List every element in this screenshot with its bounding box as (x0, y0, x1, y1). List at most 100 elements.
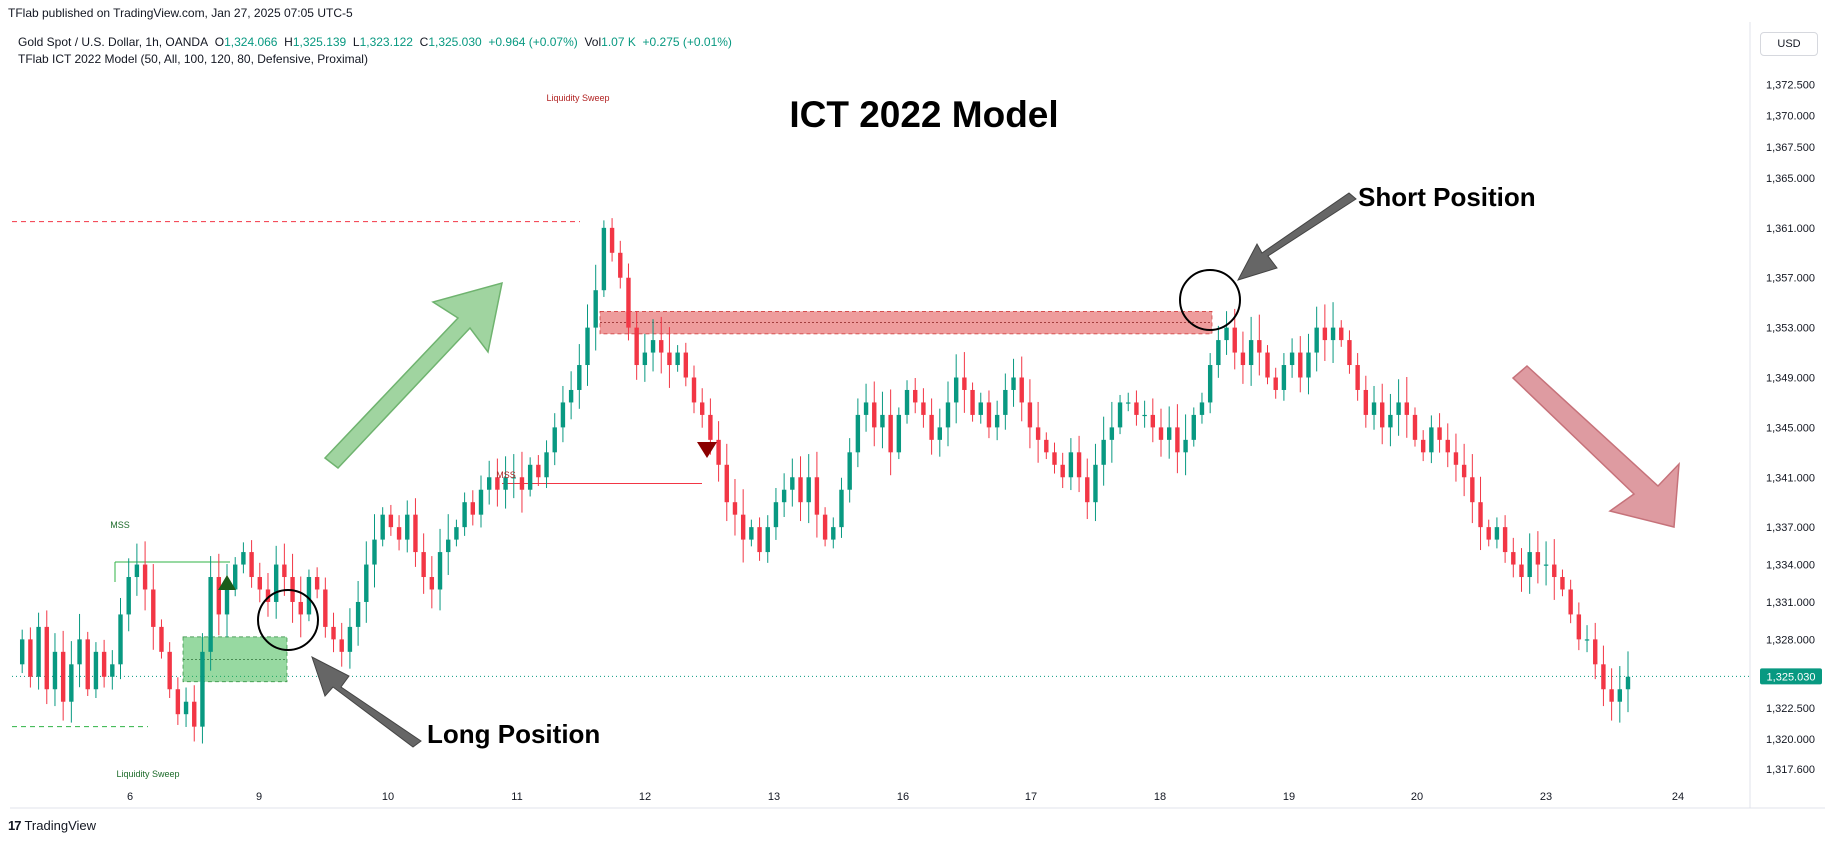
candle-body (1560, 577, 1565, 590)
candle-body (1388, 414, 1393, 428)
candle-body (290, 577, 295, 602)
candle (1371, 385, 1377, 430)
symbol-name[interactable]: Gold Spot / U.S. Dollar, 1h, OANDA (18, 35, 209, 49)
candle-body (282, 564, 287, 578)
y-tick-label: 1,367.500 (1766, 142, 1815, 154)
candle-body (1420, 439, 1426, 453)
candle-body (1257, 340, 1262, 353)
candle-body (552, 427, 557, 453)
candle-body (1617, 689, 1623, 702)
candle (986, 390, 992, 439)
candle (314, 567, 320, 599)
candle (1035, 401, 1041, 463)
candle (609, 218, 615, 262)
candle-body (937, 427, 942, 440)
candle-body (1355, 365, 1360, 390)
candle (241, 542, 246, 574)
candle (1240, 331, 1246, 384)
candle-body (1306, 352, 1311, 378)
candle-body (192, 701, 197, 727)
candle-body (1044, 439, 1049, 453)
indicator-label[interactable]: TFlab ICT 2022 Model (50, All, 100, 120,… (18, 52, 368, 66)
candle (446, 514, 451, 575)
candle-body (1224, 327, 1229, 341)
candle-body (478, 489, 484, 515)
candle-body (683, 352, 689, 378)
candle-body (1584, 639, 1590, 641)
candle-body (265, 589, 271, 602)
candle-body (618, 252, 623, 278)
candle (716, 421, 721, 482)
candle (486, 460, 492, 505)
candle (585, 304, 590, 386)
candle (1445, 423, 1450, 468)
candle (1150, 398, 1156, 443)
candle (380, 507, 385, 547)
candle-body (888, 414, 893, 453)
candle-body (1322, 327, 1328, 341)
candle (773, 487, 779, 540)
candle (781, 473, 787, 518)
candle (929, 398, 934, 455)
candle (962, 352, 967, 413)
candle-body (462, 502, 467, 528)
candle (1134, 390, 1139, 426)
candle (1314, 306, 1319, 372)
candle (732, 479, 738, 536)
x-tick-label: 9 (256, 791, 262, 803)
price-axis[interactable]: 1,372.500 1,370.000 1,367.500 1,365.000 1,36… (1760, 79, 1822, 776)
candle (511, 454, 516, 499)
candle (1076, 435, 1082, 493)
footer[interactable]: 17 TradingView (8, 818, 96, 833)
candle (913, 377, 918, 414)
x-tick-label: 11 (511, 791, 522, 803)
candle (224, 564, 230, 638)
candle-body (1486, 527, 1491, 540)
candle (1052, 442, 1057, 474)
candle (831, 517, 836, 549)
candle (634, 311, 639, 380)
candle (93, 642, 99, 699)
chart-legend: Gold Spot / U.S. Dollar, 1h, OANDA O1,32… (18, 34, 732, 68)
time-axis[interactable]: 6 9 10 11 12 13 16 17 18 19 20 23 24 (127, 791, 1684, 803)
candle-body (1142, 414, 1147, 417)
ohlc-row: Gold Spot / U.S. Dollar, 1h, OANDA O1,32… (18, 34, 732, 51)
candle-body (1166, 427, 1172, 440)
candle (568, 371, 574, 420)
candle-body (69, 664, 74, 702)
candle-body (1494, 527, 1500, 540)
candle-body (429, 577, 435, 590)
candle-body (527, 464, 533, 490)
y-tick-label: 1,328.000 (1766, 634, 1815, 646)
candle-body (1248, 340, 1254, 366)
candle-body (298, 601, 303, 615)
candle (1044, 432, 1049, 460)
candle-body (1478, 502, 1483, 528)
volume-value: 1.07 K (601, 35, 636, 49)
candle-body (355, 601, 361, 627)
candle (691, 365, 697, 414)
candle-body (1207, 365, 1213, 403)
candle-body (331, 626, 336, 640)
candle-body (1330, 327, 1336, 341)
y-tick-label: 1,337.000 (1766, 522, 1815, 534)
candle (659, 316, 664, 374)
candle (1429, 415, 1434, 464)
candle-body (970, 389, 975, 415)
candle-body (790, 477, 795, 490)
currency-button[interactable]: USD (1760, 32, 1818, 56)
y-tick-label: 1,345.000 (1766, 422, 1815, 434)
candle (880, 391, 885, 449)
candle-body (372, 539, 377, 565)
candle-body (1404, 402, 1409, 415)
candle (28, 627, 33, 688)
candle-body (1396, 402, 1401, 415)
candle (1584, 625, 1590, 653)
candle (470, 490, 476, 526)
y-tick-label: 1,349.000 (1766, 373, 1815, 385)
y-tick-label: 1,365.000 (1766, 173, 1815, 185)
candle-body (1535, 552, 1541, 565)
candle (560, 385, 566, 443)
candle-body (413, 514, 418, 553)
